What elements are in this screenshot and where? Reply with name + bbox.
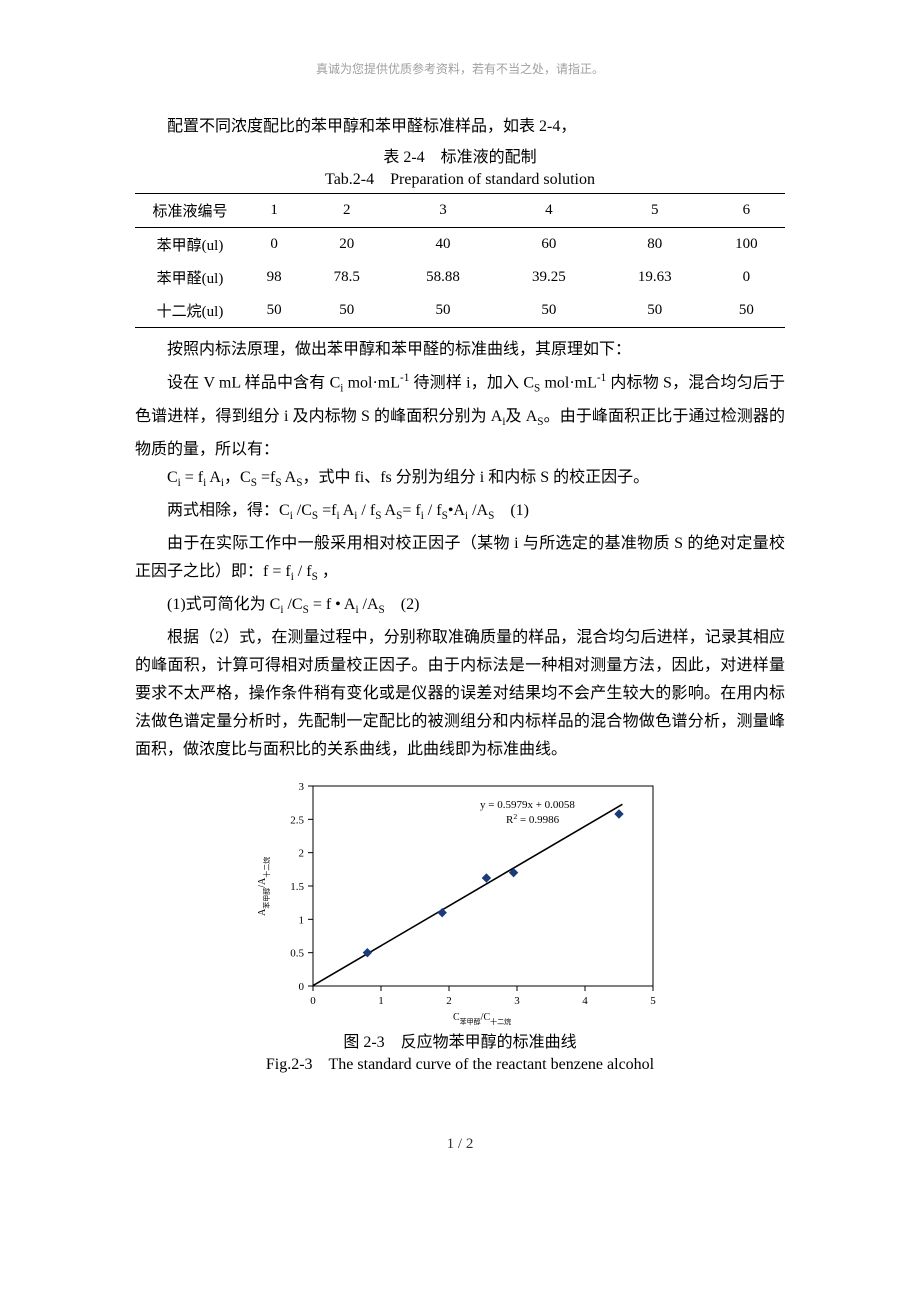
table-cell: 十二烷(ul) xyxy=(135,294,245,328)
text: ， xyxy=(318,563,338,580)
body-p4: 两式相除，得：Ci /CS =fi Ai / fS AS= fi / fS•Ai… xyxy=(135,497,785,530)
text: / f xyxy=(424,502,442,519)
table-cell: 58.88 xyxy=(390,261,496,294)
table-header: 标准液编号 xyxy=(135,194,245,228)
svg-text:A苯甲醇/A十二烷: A苯甲醇/A十二烷 xyxy=(257,857,271,916)
table-header: 3 xyxy=(390,194,496,228)
intro-paragraph: 配置不同浓度配比的苯甲醇和苯甲醛标准样品，如表 2-4， xyxy=(135,113,785,141)
text: mol·mL xyxy=(540,374,597,391)
table-cell: 80 xyxy=(602,228,708,262)
text: A xyxy=(340,502,355,519)
svg-text:2.5: 2.5 xyxy=(290,815,304,827)
text: /A xyxy=(468,502,488,519)
svg-text:3: 3 xyxy=(299,781,305,793)
table-cell: 40 xyxy=(390,228,496,262)
table-row: 苯甲醛(ul) 98 78.5 58.88 39.25 19.63 0 xyxy=(135,261,785,294)
text: 待测样 i，加入 C xyxy=(409,374,534,391)
text: •A xyxy=(448,502,465,519)
text: = f xyxy=(402,502,420,519)
svg-text:4: 4 xyxy=(582,995,588,1007)
standard-solution-table: 标准液编号 1 2 3 4 5 6 苯甲醇(ul) 0 20 40 60 80 … xyxy=(135,193,785,328)
figure-title-cn: 图 2-3 反应物苯甲醇的标准曲线 xyxy=(135,1032,785,1054)
header-disclaimer: 真诚为您提供优质参考资料，若有不当之处，请指正。 xyxy=(135,60,785,77)
page-number: 1 / 2 xyxy=(135,1136,785,1153)
standard-curve-chart: 01234500.511.522.53y = 0.5979x + 0.0058R… xyxy=(245,768,675,1028)
table-header-row: 标准液编号 1 2 3 4 5 6 xyxy=(135,194,785,228)
table-cell: 60 xyxy=(496,228,602,262)
text: 设在 V mL 样品中含有 C xyxy=(167,374,340,391)
text: (1) xyxy=(494,502,529,519)
svg-text:y = 0.5979x + 0.0058: y = 0.5979x + 0.0058 xyxy=(480,799,575,811)
table-title-cn: 表 2-4 标准液的配制 xyxy=(135,147,785,169)
text: A xyxy=(206,469,221,486)
text: (2) xyxy=(385,596,420,613)
table-cell: 20 xyxy=(303,228,390,262)
svg-text:5: 5 xyxy=(650,995,656,1007)
text: 两式相除，得：C xyxy=(167,502,290,519)
table-cell: 50 xyxy=(245,294,303,328)
table-header: 2 xyxy=(303,194,390,228)
text: C xyxy=(167,469,178,486)
text: A xyxy=(381,502,396,519)
table-cell: 0 xyxy=(245,228,303,262)
sup: -1 xyxy=(597,372,606,384)
table-cell: 50 xyxy=(390,294,496,328)
table-cell: 100 xyxy=(708,228,785,262)
text: = f • A xyxy=(309,596,356,613)
chart-container: 01234500.511.522.53y = 0.5979x + 0.0058R… xyxy=(135,768,785,1028)
table-cell: 78.5 xyxy=(303,261,390,294)
table-cell: 50 xyxy=(496,294,602,328)
svg-text:1.5: 1.5 xyxy=(290,881,304,893)
table-cell: 98 xyxy=(245,261,303,294)
sup: -1 xyxy=(400,372,409,384)
svg-text:2: 2 xyxy=(299,848,305,860)
body-p1: 按照内标法原理，做出苯甲醇和苯甲醛的标准曲线，其原理如下： xyxy=(135,336,785,364)
body-p2: 设在 V mL 样品中含有 Ci mol·mL-1 待测样 i，加入 CS mo… xyxy=(135,364,785,464)
table-title-en: Tab.2-4 Preparation of standard solution xyxy=(135,169,785,191)
table-header: 1 xyxy=(245,194,303,228)
body-p6: (1)式可简化为 Ci /CS = f • Ai /AS (2) xyxy=(135,591,785,624)
table-header: 6 xyxy=(708,194,785,228)
text: =f xyxy=(257,469,275,486)
text: =f xyxy=(318,502,336,519)
svg-text:C苯甲醇/C十二烷: C苯甲醇/C十二烷 xyxy=(453,1012,511,1026)
body-p7: 根据（2）式，在测量过程中，分别称取准确质量的样品，混合均匀后进样，记录其相应的… xyxy=(135,624,785,764)
table-cell: 50 xyxy=(708,294,785,328)
text: /C xyxy=(293,502,312,519)
table-cell: 苯甲醇(ul) xyxy=(135,228,245,262)
text: A xyxy=(282,469,297,486)
text: ，式中 fi、fs 分别为组分 i 和内标 S 的校正因子。 xyxy=(302,469,649,486)
text: /A xyxy=(359,596,379,613)
table-cell: 19.63 xyxy=(602,261,708,294)
table-cell: 50 xyxy=(303,294,390,328)
document-page: 真诚为您提供优质参考资料，若有不当之处，请指正。 配置不同浓度配比的苯甲醇和苯甲… xyxy=(0,0,920,1193)
text: /C xyxy=(283,596,302,613)
table-cell: 0 xyxy=(708,261,785,294)
text: / f xyxy=(294,563,312,580)
svg-text:1: 1 xyxy=(378,995,384,1007)
table-row: 苯甲醇(ul) 0 20 40 60 80 100 xyxy=(135,228,785,262)
table-header: 5 xyxy=(602,194,708,228)
text: 由于在实际工作中一般采用相对校正因子（某物 i 与所选定的基准物质 S 的绝对定… xyxy=(135,535,785,580)
svg-text:1: 1 xyxy=(299,915,305,927)
svg-text:3: 3 xyxy=(514,995,520,1007)
table-cell: 苯甲醛(ul) xyxy=(135,261,245,294)
svg-text:0: 0 xyxy=(299,981,305,993)
body-p5: 由于在实际工作中一般采用相对校正因子（某物 i 与所选定的基准物质 S 的绝对定… xyxy=(135,530,785,591)
table-cell: 39.25 xyxy=(496,261,602,294)
text: mol·mL xyxy=(343,374,400,391)
svg-text:0: 0 xyxy=(310,995,316,1007)
svg-text:0.5: 0.5 xyxy=(290,948,304,960)
text: / f xyxy=(357,502,375,519)
table-row: 十二烷(ul) 50 50 50 50 50 50 xyxy=(135,294,785,328)
text: = f xyxy=(181,469,203,486)
text: ，C xyxy=(224,469,251,486)
figure-title-en: Fig.2-3 The standard curve of the reacta… xyxy=(135,1054,785,1076)
text: 及 A xyxy=(505,408,537,425)
table-cell: 50 xyxy=(602,294,708,328)
table-header: 4 xyxy=(496,194,602,228)
body-p3: Ci = fi Ai，CS =fS AS，式中 fi、fs 分别为组分 i 和内… xyxy=(135,464,785,497)
svg-text:2: 2 xyxy=(446,995,452,1007)
text: (1)式可简化为 C xyxy=(167,596,280,613)
